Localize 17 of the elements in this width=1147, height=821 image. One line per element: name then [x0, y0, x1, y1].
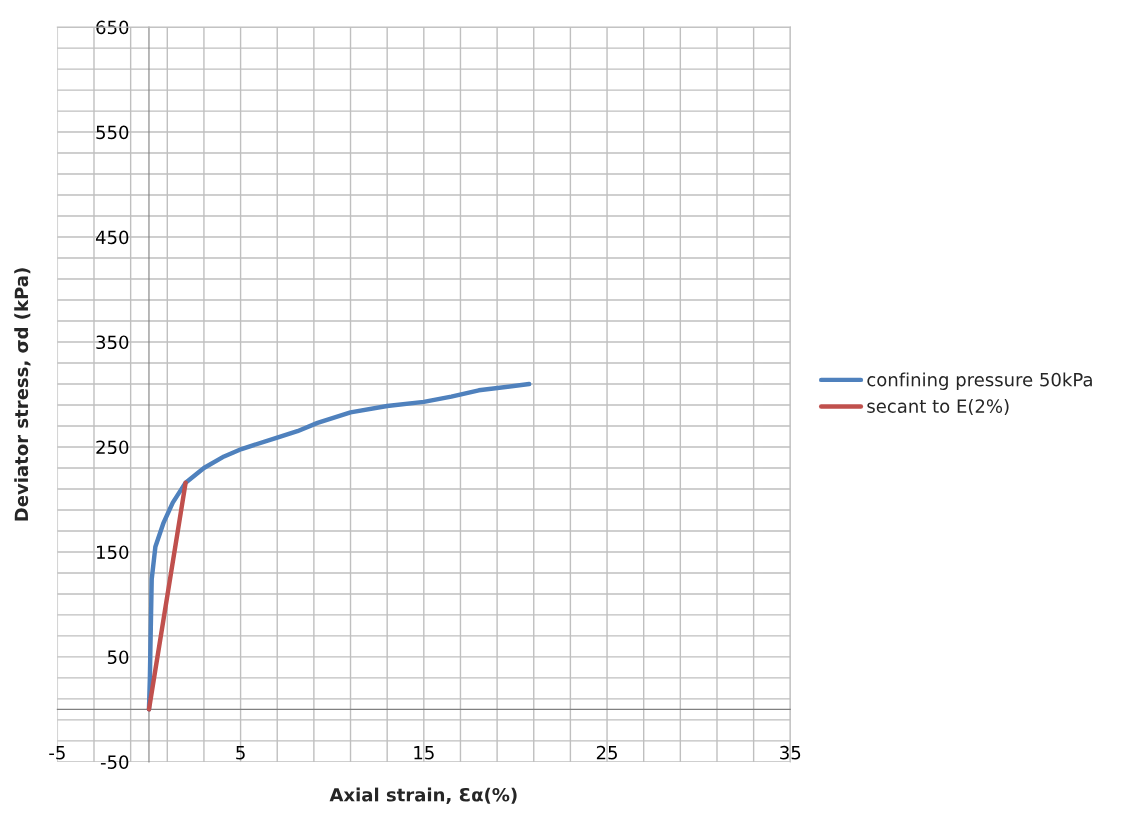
x-tick-label: -5 [49, 746, 65, 760]
legend-label: secant to E(2%) [867, 399, 1009, 416]
y-tick-label: 450 [95, 230, 129, 245]
x-tick-label: 25 [596, 745, 617, 760]
x-tick-label: 15 [414, 746, 434, 760]
y-tick-label: 250 [96, 440, 129, 455]
x-axis-title: Axial strain, Ɛα(%) [329, 787, 517, 804]
y-tick-label: 550 [96, 125, 129, 140]
y-tick-label: 650 [96, 20, 129, 35]
legend-label: confining pressure 50kPa [867, 372, 1092, 390]
y-tick-label: -50 [100, 755, 129, 769]
y-axis-title: Deviator stress, σd (kPa) [14, 268, 31, 521]
x-tick-label: 35 [780, 745, 801, 760]
y-tick-label: 50 [107, 650, 129, 665]
y-tick-label: 350 [96, 335, 129, 350]
x-tick-label: 5 [236, 746, 245, 760]
y-tick-label: 150 [97, 545, 129, 560]
